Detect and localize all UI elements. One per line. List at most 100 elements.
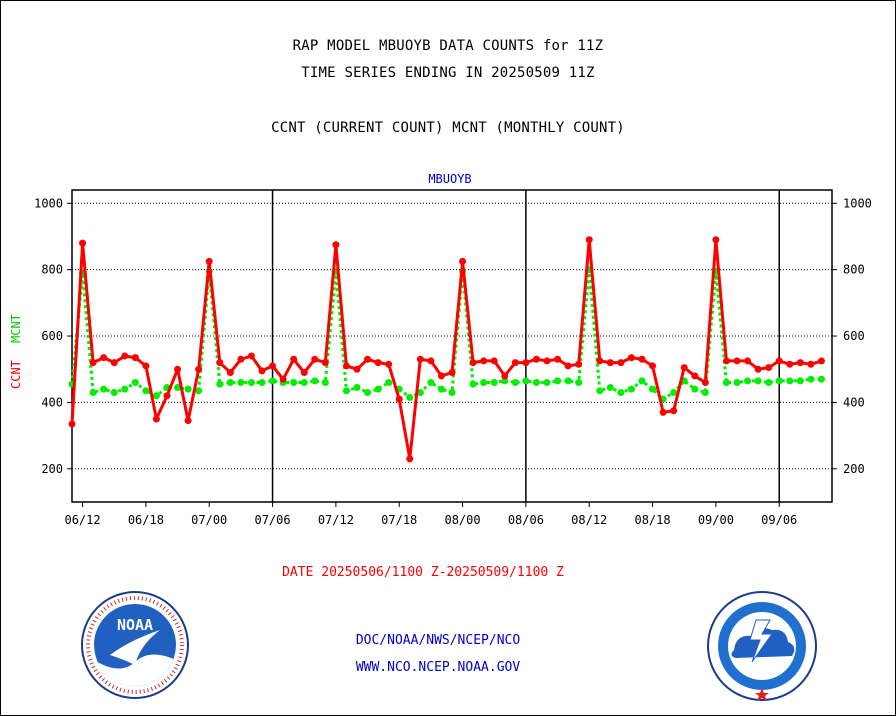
data-point-mcnt	[786, 377, 794, 385]
y-tick-label-right: 200	[843, 462, 865, 476]
data-point-ccnt	[765, 364, 773, 372]
x-tick-label: 08/06	[508, 513, 544, 527]
data-point-mcnt	[174, 383, 182, 391]
data-point-mcnt	[649, 385, 657, 393]
data-point-ccnt	[174, 365, 182, 373]
data-point-ccnt	[258, 367, 266, 375]
data-point-ccnt	[638, 355, 646, 363]
data-point-mcnt	[617, 388, 625, 396]
data-point-ccnt	[469, 359, 477, 367]
data-point-ccnt	[385, 360, 393, 368]
data-point-ccnt	[532, 355, 540, 363]
data-point-mcnt	[754, 377, 762, 385]
data-point-ccnt	[321, 359, 329, 367]
data-point-mcnt	[522, 377, 530, 385]
x-tick-label: 07/06	[254, 513, 290, 527]
data-point-mcnt	[807, 375, 815, 383]
data-point-ccnt	[554, 355, 562, 363]
data-point-ccnt	[490, 357, 498, 365]
data-point-mcnt	[638, 377, 646, 385]
data-point-ccnt	[406, 455, 414, 463]
data-point-mcnt	[184, 385, 192, 393]
data-point-ccnt	[121, 352, 129, 360]
y-tick-label-left: 400	[41, 395, 63, 409]
data-point-ccnt	[247, 352, 255, 360]
y-tick-label-right: 400	[843, 395, 865, 409]
data-point-ccnt	[796, 359, 804, 367]
data-point-mcnt	[406, 393, 414, 401]
data-point-ccnt	[596, 357, 604, 365]
data-point-ccnt	[817, 357, 825, 365]
data-point-mcnt	[110, 388, 118, 396]
data-point-ccnt	[416, 355, 424, 363]
data-point-ccnt	[659, 408, 667, 416]
data-point-mcnt	[226, 379, 234, 387]
data-point-mcnt	[364, 388, 372, 396]
data-point-ccnt	[437, 372, 445, 380]
data-point-ccnt	[670, 407, 678, 415]
plot-area-border	[71, 189, 833, 503]
data-point-ccnt	[649, 362, 657, 370]
footer-link-doc[interactable]: DOC/NOAA/NWS/NCEP/NCO	[355, 633, 521, 648]
grid-layer	[72, 190, 832, 502]
data-point-ccnt	[617, 359, 625, 367]
x-tick-label: 08/18	[634, 513, 670, 527]
chart-title-line1: RAP MODEL MBUOYB DATA COUNTS for 11Z	[292, 38, 604, 54]
data-point-ccnt	[300, 369, 308, 377]
data-point-mcnt	[501, 377, 509, 385]
x-tick-label: 07/00	[191, 513, 227, 527]
data-point-mcnt	[247, 379, 255, 387]
data-point-ccnt	[522, 359, 530, 367]
data-point-ccnt	[110, 359, 118, 367]
footer-link-website[interactable]: WWW.NCO.NCEP.NOAA.GOV	[355, 660, 521, 675]
data-point-mcnt	[490, 379, 498, 387]
y-tick-label-right: 600	[843, 329, 865, 343]
data-point-ccnt	[374, 359, 382, 367]
data-point-ccnt	[142, 362, 150, 370]
data-point-mcnt	[311, 377, 319, 385]
x-tick-label: 08/12	[571, 513, 607, 527]
data-point-mcnt	[437, 385, 445, 393]
data-point-mcnt	[269, 377, 277, 385]
data-point-mcnt	[416, 388, 424, 396]
data-point-mcnt	[543, 379, 551, 387]
data-point-mcnt	[448, 388, 456, 396]
data-point-ccnt	[131, 354, 139, 362]
data-point-ccnt	[332, 241, 340, 249]
data-point-mcnt	[606, 383, 614, 391]
data-point-ccnt	[237, 355, 245, 363]
chart-title-line2: TIME SERIES ENDING IN 20250509 11Z	[301, 65, 595, 81]
data-point-ccnt	[184, 417, 192, 425]
y-tick-label-left: 1000	[34, 196, 63, 210]
data-point-ccnt	[501, 372, 509, 380]
x-tick-label: 07/12	[318, 513, 354, 527]
data-point-ccnt	[480, 357, 488, 365]
y-tick-label-left: 600	[41, 329, 63, 343]
x-tick-label: 09/00	[698, 513, 734, 527]
data-point-mcnt	[554, 377, 562, 385]
data-point-ccnt	[606, 359, 614, 367]
x-tick-label: 09/06	[761, 513, 797, 527]
data-point-mcnt	[796, 377, 804, 385]
data-point-mcnt	[385, 379, 393, 387]
data-point-ccnt	[627, 354, 635, 362]
data-point-ccnt	[564, 362, 572, 370]
data-point-ccnt	[680, 364, 688, 372]
data-point-ccnt	[205, 257, 213, 265]
axis-layer: 200 200 400 400 600 600 800 800 1000 1000 06/12 06/…	[34, 189, 872, 527]
data-point-mcnt	[480, 379, 488, 387]
y-axis-label-ccnt: CCNT	[9, 360, 23, 389]
data-point-mcnt	[722, 379, 730, 387]
data-point-mcnt	[300, 379, 308, 387]
data-point-mcnt	[89, 388, 97, 396]
data-point-ccnt	[395, 395, 403, 403]
series-layer	[68, 236, 825, 463]
data-point-ccnt	[216, 359, 224, 367]
data-point-mcnt	[216, 380, 224, 388]
data-point-mcnt	[121, 385, 129, 393]
data-point-ccnt	[353, 365, 361, 373]
data-point-mcnt	[564, 377, 572, 385]
x-tick-label: 06/12	[64, 513, 100, 527]
data-point-mcnt	[817, 375, 825, 383]
data-point-mcnt	[237, 379, 245, 387]
